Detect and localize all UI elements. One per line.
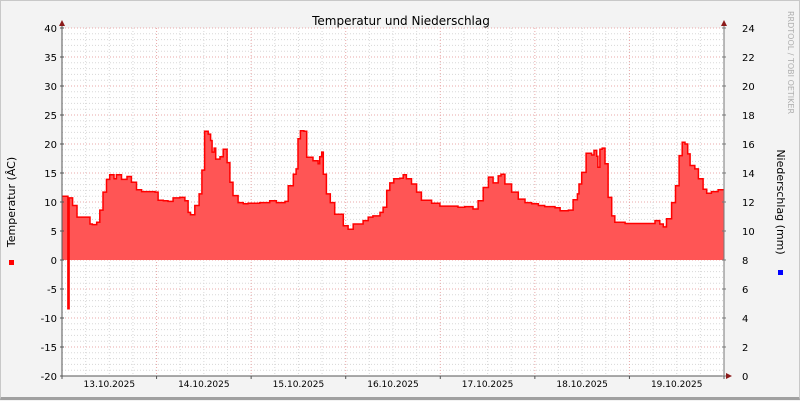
temperature-area — [62, 130, 724, 309]
x-tick-label: 18.10.2025 — [556, 380, 608, 390]
y-axis-arrow — [59, 20, 65, 26]
y-tick-label: -10 — [41, 314, 57, 325]
y-tick-label: -15 — [41, 343, 57, 354]
x-tick-label: 13.10.2025 — [84, 380, 136, 390]
x-tick-label: 14.10.2025 — [178, 380, 230, 390]
y2-tick-label: 20 — [742, 82, 755, 93]
x-tick-label: 15.10.2025 — [273, 380, 325, 390]
y2-axis-label: Niederschlag (mm) — [774, 149, 787, 254]
x-tick-label: 16.10.2025 — [367, 380, 419, 390]
y2-tick-label: 4 — [742, 314, 748, 325]
tick-labels: 4035302520151050-5-10-15-202422201816141… — [41, 24, 755, 390]
y-tick-label: 5 — [51, 227, 57, 238]
watermark: RRDTOOL / TOBI OETIKER — [786, 11, 795, 114]
y-tick-label: 10 — [44, 198, 57, 209]
y-tick-label: 30 — [44, 82, 57, 93]
y-tick-label: 25 — [44, 111, 57, 122]
y2-tick-label: 16 — [742, 140, 755, 151]
temperature-legend-marker — [9, 260, 14, 265]
y-tick-label: 15 — [44, 169, 57, 180]
y2-tick-label: 18 — [742, 111, 755, 122]
y-tick-label: 20 — [44, 140, 57, 151]
x-tick-label: 17.10.2025 — [462, 380, 514, 390]
y2-tick-label: 8 — [742, 256, 748, 267]
y-tick-label: -5 — [47, 285, 57, 296]
y-tick-label: -20 — [41, 372, 57, 383]
y2-tick-label: 14 — [742, 169, 755, 180]
x-tick-label: 19.10.2025 — [651, 380, 703, 390]
y2-tick-label: 22 — [742, 53, 755, 64]
y-axis-label: Temperatur (ÂC) — [5, 157, 18, 248]
y2-tick-label: 12 — [742, 198, 755, 209]
y2-tick-label: 10 — [742, 227, 755, 238]
y2-tick-label: 0 — [742, 372, 748, 383]
y-tick-label: 40 — [44, 24, 57, 35]
axes — [59, 20, 732, 379]
y2-tick-label: 2 — [742, 343, 748, 354]
y2-tick-label: 24 — [742, 24, 755, 35]
precipitation-legend-marker — [778, 270, 783, 275]
y2-tick-label: 6 — [742, 285, 748, 296]
y-tick-label: 0 — [51, 256, 57, 267]
y2-axis-arrow — [721, 20, 727, 26]
temperature-line — [62, 129, 724, 310]
y-tick-label: 35 — [44, 53, 57, 64]
x-axis-arrow — [726, 373, 732, 379]
chart-title: Temperatur und Niederschlag — [311, 14, 490, 28]
